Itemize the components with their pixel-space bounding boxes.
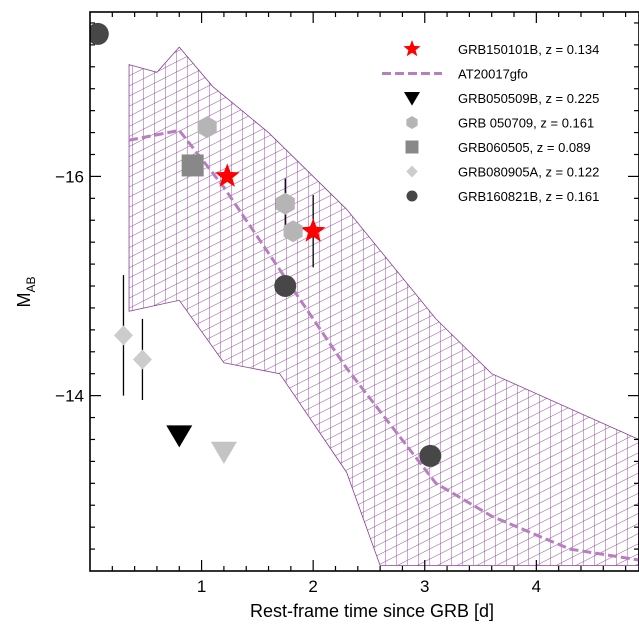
model-band-hatch-vertical: [129, 47, 639, 566]
y-axis-label-sub: AB: [24, 276, 38, 292]
legend-square-icon: [405, 140, 419, 154]
data-point-triangle-down: [210, 441, 237, 464]
model-median-line: [128, 128, 639, 562]
data-point-hexagon: [197, 116, 217, 139]
legend-diamond-icon: [406, 165, 418, 178]
data-point-diamond: [132, 349, 152, 370]
data-point-triangle-down: [166, 425, 193, 448]
y-tick-label: −14: [55, 387, 84, 406]
x-axis-label: Rest-frame time since GRB [d]: [250, 601, 494, 621]
x-tick-label: 1: [197, 577, 206, 596]
legend-circle-icon: [406, 190, 418, 202]
data-point-hexagon: [275, 192, 295, 215]
legend-label: GRB050509B, z = 0.225: [458, 91, 599, 106]
legend-label: GRB080905A, z = 0.122: [458, 165, 599, 180]
data-point-circle: [90, 22, 109, 45]
x-tick-label: 3: [420, 577, 429, 596]
plot-frame: [89, 11, 639, 572]
data-point-circle: [419, 444, 442, 467]
legend-hexagon-icon: [406, 116, 418, 129]
x-tick-label: 2: [308, 577, 317, 596]
legend-label: AT20017gfo: [458, 67, 528, 82]
data-point-circle: [274, 275, 297, 298]
data-point-star: [214, 163, 240, 187]
x-tick-label: 4: [532, 577, 541, 596]
model-band: [128, 46, 639, 566]
legend-label: GRB 050709, z = 0.161: [458, 116, 594, 131]
y-axis-label-main: M: [14, 293, 34, 308]
axis-ticks: 1 2 3 4 −16 −14: [55, 12, 639, 596]
legend: GRB150101B, z = 0.134 AT20017gfo GRB050509…: [382, 40, 599, 204]
data-point-diamond: [113, 325, 133, 346]
y-axis-label: MAB: [14, 276, 38, 307]
y-tick-label: −16: [55, 167, 84, 186]
legend-label: GRB150101B, z = 0.134: [458, 42, 599, 57]
legend-star-icon: [403, 40, 421, 57]
data-points: [90, 22, 442, 467]
data-point-hexagon: [283, 220, 303, 243]
data-point-star: [300, 218, 326, 242]
legend-label: GRB160821B, z = 0.161: [458, 189, 599, 204]
legend-triangle-down-icon: [404, 92, 420, 106]
legend-label: GRB060505, z = 0.089: [458, 140, 591, 155]
data-point-square: [181, 154, 204, 177]
